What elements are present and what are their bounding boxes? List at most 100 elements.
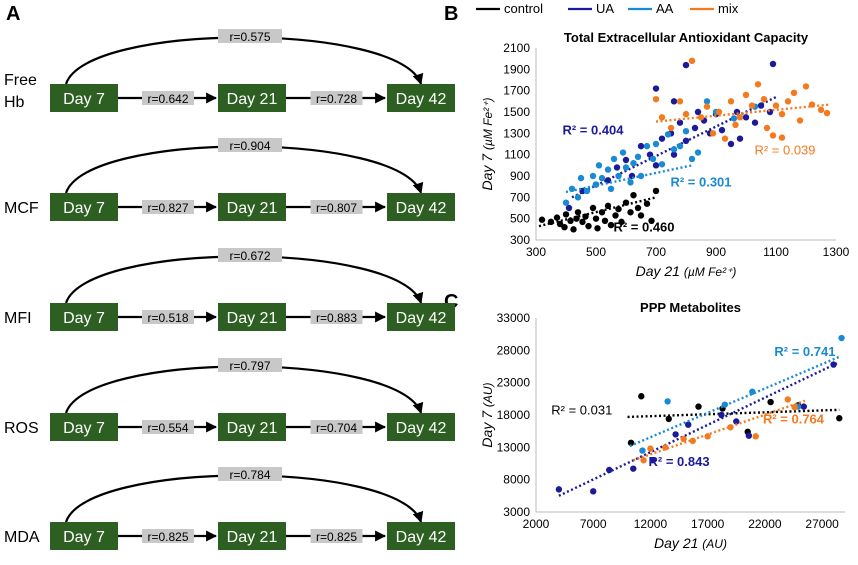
y-tick-label: 28000: [497, 343, 531, 357]
x-axis-label-unit: (µM Fe²⁺): [684, 265, 737, 279]
data-point-control: [618, 218, 625, 226]
data-point-AA: [664, 398, 671, 405]
data-point-AA: [598, 174, 606, 182]
chart-title: Total Extracellular Antioxidant Capacity: [564, 30, 809, 45]
y-tick-label: 500: [510, 212, 530, 226]
data-point-mix: [682, 110, 690, 118]
data-point-mix: [667, 124, 675, 132]
data-point-UA: [742, 114, 750, 121]
data-point-AA: [627, 179, 634, 186]
data-point-mix: [727, 424, 734, 431]
data-point-AA: [643, 142, 651, 150]
data-point-UA: [757, 102, 765, 109]
data-point-control: [556, 220, 564, 228]
y-tick-label: 13000: [497, 440, 531, 454]
data-point-control: [585, 222, 592, 230]
x-tick-label: 500: [586, 245, 606, 259]
trendline-control: [538, 196, 657, 228]
x-tick-label: 300: [526, 245, 546, 259]
data-point-control: [573, 215, 580, 222]
series-AA: [562, 98, 759, 206]
y-tick-label: 1500: [503, 105, 530, 119]
legend: control UA AA mix: [476, 1, 739, 16]
data-point-UA: [736, 135, 744, 142]
y-axis-label: Day 7 (AU): [479, 382, 495, 447]
day-label: Day 21: [227, 529, 278, 546]
data-point-AA: [688, 155, 696, 163]
r-value: r=0.554: [147, 421, 188, 435]
data-point-UA: [628, 172, 636, 180]
data-point-mix: [709, 130, 717, 137]
r-label-bg: [142, 91, 194, 105]
day-label: Day 42: [396, 91, 447, 108]
data-point-AA: [694, 149, 702, 156]
data-point-UA: [718, 126, 726, 134]
day-box: [218, 84, 286, 112]
data-point-control: [607, 221, 615, 229]
data-point-AA: [658, 161, 666, 168]
legend-label-UA: UA: [596, 1, 614, 16]
x-tick-label: 17000: [691, 517, 725, 531]
y-axis-label-main: Day 7: [479, 150, 495, 190]
trendline-AA: [565, 164, 693, 194]
day-box: [50, 522, 118, 550]
y-axis-label-unit: (µM Fe²⁺): [481, 97, 495, 150]
data-point-mix: [704, 433, 711, 440]
data-point-control: [648, 217, 655, 224]
legend-label-control: control: [504, 1, 543, 16]
x-tick-label: 900: [706, 245, 726, 259]
data-point-control: [592, 215, 600, 222]
data-point-AA: [577, 174, 585, 182]
data-point-UA: [565, 204, 573, 212]
flow-row: ROS r=0.797 Day 7 Day 21 Day 42 r=0.554 r=0.70…: [4, 358, 455, 441]
data-point-mix: [688, 57, 696, 64]
panel-label-a: A: [6, 3, 20, 25]
data-point-control: [582, 213, 589, 220]
data-point-AA: [838, 334, 845, 342]
series-mix: [652, 57, 831, 142]
r-value: r=0.883: [316, 311, 357, 325]
y-tick-label: 33000: [497, 311, 531, 325]
y-tick-label: 3000: [503, 505, 530, 519]
trendline-mix: [632, 399, 806, 462]
data-point-mix: [640, 457, 647, 464]
data-point-mix: [772, 102, 780, 109]
data-point-control: [579, 218, 586, 226]
day-label: Day 7: [63, 529, 105, 546]
trendline-AA: [629, 355, 840, 448]
data-point-UA: [590, 488, 597, 495]
data-point-AA: [574, 194, 582, 201]
data-point-AA: [583, 187, 591, 195]
data-point-control: [630, 192, 637, 199]
data-point-mix: [658, 114, 666, 121]
arc-day7-day42: [64, 474, 424, 524]
r-value-7-42: r=0.672: [229, 249, 270, 263]
data-point-mix: [790, 89, 798, 97]
y-tick-label: 1100: [504, 148, 530, 162]
data-point-mix: [680, 435, 687, 443]
r-value: r=0.827: [147, 201, 188, 215]
data-point-AA: [649, 155, 657, 163]
data-point-control: [643, 200, 651, 207]
data-point-control: [562, 211, 570, 218]
data-point-UA: [718, 411, 725, 419]
r-label-bg: [310, 200, 363, 214]
r-label-bg: [142, 200, 194, 214]
x-tick-label: 1300: [823, 245, 850, 259]
data-point-UA: [606, 466, 613, 474]
x-tick-label: 22000: [748, 517, 782, 531]
r-value-7-42: r=0.797: [229, 359, 270, 373]
data-point-AA: [604, 166, 612, 173]
r-value: r=0.642: [147, 92, 188, 106]
data-point-AA: [682, 128, 690, 135]
data-point-AA: [703, 98, 711, 105]
day-label: Day 7: [63, 91, 105, 108]
data-point-UA: [670, 98, 678, 105]
data-point-mix: [769, 132, 777, 139]
x-tick-label: 12000: [634, 517, 668, 531]
day-label: Day 21: [227, 310, 278, 327]
data-point-AA: [664, 131, 672, 138]
r-squared-label-UA: R² = 0.843: [649, 454, 710, 469]
data-point-control: [594, 225, 601, 232]
r-label-bg: [310, 529, 363, 543]
